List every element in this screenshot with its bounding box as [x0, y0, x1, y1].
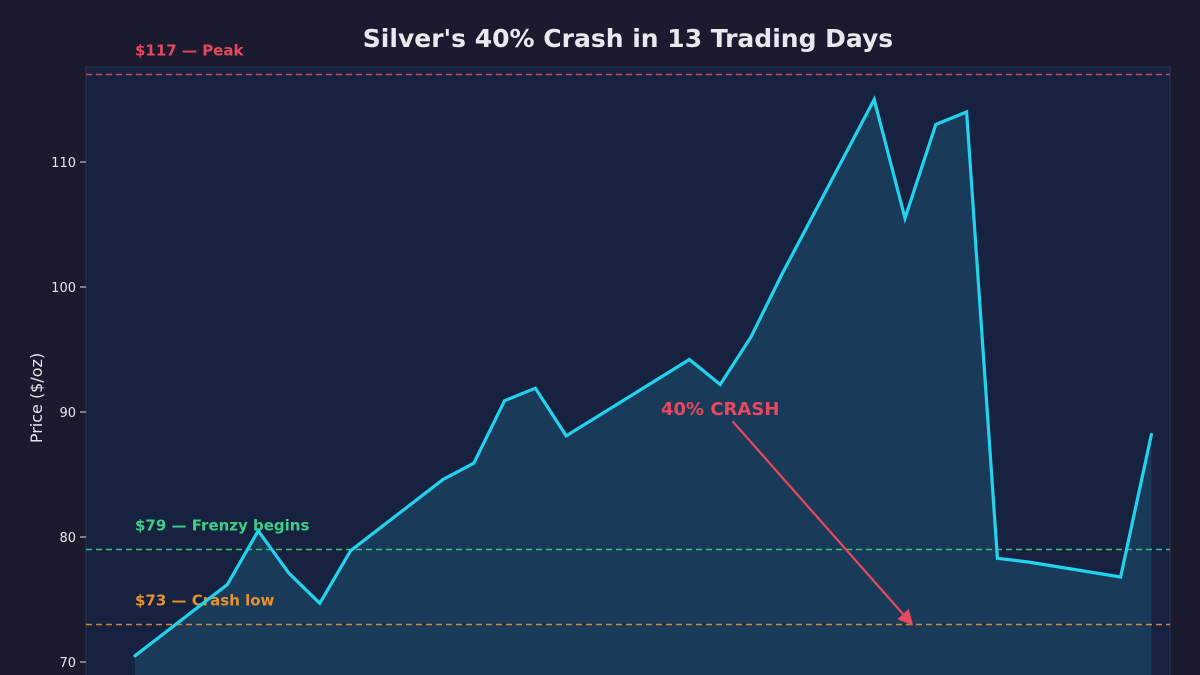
y-tick-label: 80: [59, 531, 76, 546]
annotation-group: 40% CRASH: [661, 399, 914, 626]
y-tick-label: 70: [59, 656, 76, 671]
series-area: [135, 99, 1152, 675]
y-axis: 70 80 90 100 110: [51, 156, 86, 671]
chart-title: Silver's 40% Crash in 13 Trading Days: [363, 24, 893, 53]
annotation-arrow: [731, 420, 914, 626]
reference-label-frenzy: $79 — Frenzy begins: [135, 517, 309, 535]
annotation-text: 40% CRASH: [661, 399, 779, 420]
y-tick-label: 90: [59, 406, 76, 421]
y-tick-label: 110: [51, 156, 76, 171]
series-line-group: [133, 95, 1153, 658]
reference-label-peak: $117 — Peak: [135, 42, 244, 60]
series-line: [133, 95, 1153, 658]
series-area-fill: [135, 99, 1152, 675]
y-tick-label: 100: [51, 281, 76, 296]
y-axis-label: Price ($/oz): [27, 353, 46, 443]
